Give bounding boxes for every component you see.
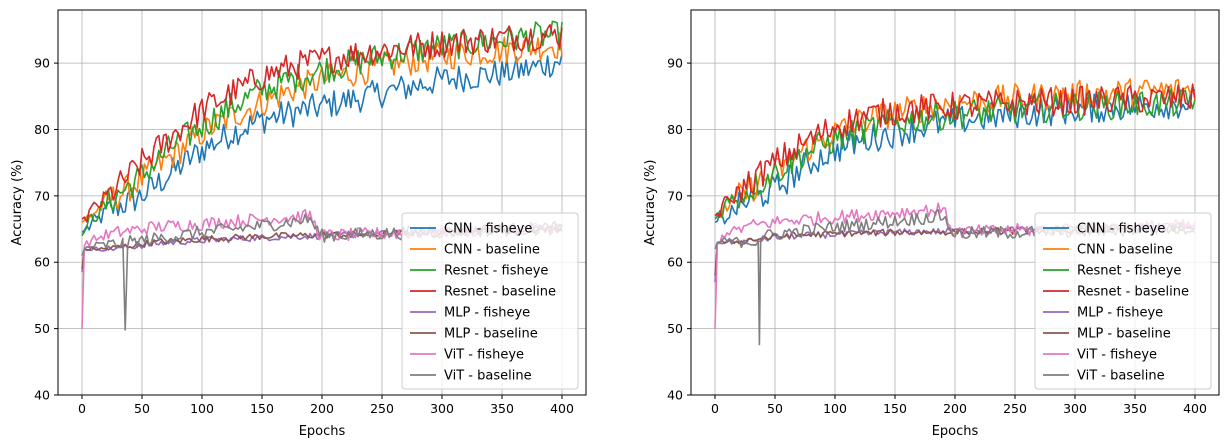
x-tick-label: 250 xyxy=(370,401,394,416)
legend-entry: CNN - fisheye xyxy=(444,222,532,237)
series-line-4 xyxy=(81,24,563,223)
x-tick-label: 50 xyxy=(134,401,150,416)
x-tick-label: 150 xyxy=(250,401,274,416)
x-tick-label: 0 xyxy=(78,401,86,416)
x-tick-label: 200 xyxy=(943,401,967,416)
x-tick-label: 300 xyxy=(430,401,454,416)
legend-entry: Resnet - baseline xyxy=(444,285,556,300)
legend-entry: MLP - fisheye xyxy=(1077,306,1163,321)
legend-entry: Resnet - fisheye xyxy=(1077,264,1181,279)
legend-entry: CNN - fisheye xyxy=(1077,222,1165,237)
series-line-4 xyxy=(714,83,1196,218)
y-tick-label: 60 xyxy=(667,255,683,270)
x-tick-label: 50 xyxy=(767,401,783,416)
legend-entry: CNN - baseline xyxy=(1077,243,1173,258)
x-tick-label: 0 xyxy=(711,401,719,416)
series-line-3 xyxy=(81,20,563,237)
y-tick-label: 50 xyxy=(667,321,683,336)
legend-entry: Resnet - baseline xyxy=(1077,285,1189,300)
y-axis-label: Accuracy (%) xyxy=(643,160,658,246)
x-tick-label: 200 xyxy=(310,401,334,416)
y-tick-label: 90 xyxy=(34,56,50,71)
legend-box xyxy=(401,212,579,390)
legend-entry: MLP - baseline xyxy=(444,327,538,342)
legend-entry: ViT - fisheye xyxy=(444,348,524,363)
x-tick-label: 250 xyxy=(1003,401,1027,416)
legend-entry: MLP - baseline xyxy=(1077,327,1171,342)
x-tick-label: 400 xyxy=(1183,401,1207,416)
x-tick-label: 150 xyxy=(883,401,907,416)
legend-entry: MLP - fisheye xyxy=(444,306,530,321)
x-axis-label: Epochs xyxy=(299,424,346,439)
y-tick-label: 90 xyxy=(667,56,683,71)
chart-panel-2: 0 50 100 150 200 250 300 350 400 40 50 60 70 80 90 Epoc… xyxy=(643,9,1220,439)
legend-entry: ViT - fisheye xyxy=(1077,348,1157,363)
y-tick-label: 40 xyxy=(34,388,50,403)
y-tick-label: 50 xyxy=(34,321,50,336)
x-axis-label: Epochs xyxy=(932,424,979,439)
legend-entry: ViT - baseline xyxy=(444,369,532,384)
y-tick-label: 70 xyxy=(667,188,683,203)
legend-entry: Resnet - fisheye xyxy=(444,264,548,279)
legend-entry: CNN - baseline xyxy=(444,243,540,258)
legend-box xyxy=(1034,212,1212,390)
y-tick-label: 70 xyxy=(34,188,50,203)
chart-panel-1: 0 50 100 150 200 250 300 350 400 40 50 60 70 80 90 Epoc… xyxy=(10,9,587,439)
legend: CNN - fisheye CNN - baseline Resnet - fish… xyxy=(401,212,579,390)
y-tick-label: 80 xyxy=(667,122,683,137)
x-tick-label: 400 xyxy=(550,401,574,416)
x-tick-label: 100 xyxy=(823,401,847,416)
y-tick-label: 80 xyxy=(34,122,50,137)
y-tick-label: 60 xyxy=(34,255,50,270)
x-tick-label: 350 xyxy=(1123,401,1147,416)
x-tick-label: 300 xyxy=(1063,401,1087,416)
x-tick-label: 100 xyxy=(190,401,214,416)
legend: CNN - fisheye CNN - baseline Resnet - fish… xyxy=(1034,212,1212,390)
y-axis-label: Accuracy (%) xyxy=(10,160,25,246)
y-tick-label: 40 xyxy=(667,388,683,403)
legend-entry: ViT - baseline xyxy=(1077,369,1165,384)
x-tick-label: 350 xyxy=(490,401,514,416)
series-line-1 xyxy=(81,53,563,234)
